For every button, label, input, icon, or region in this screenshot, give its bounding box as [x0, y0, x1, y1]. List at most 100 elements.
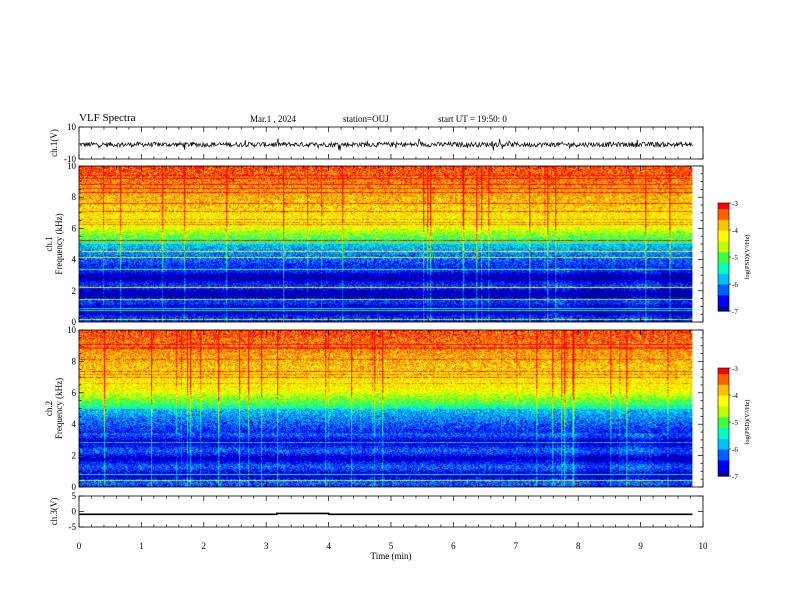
colorbar-cell	[718, 452, 729, 455]
colorbar-cell	[718, 420, 729, 423]
ch2-spectrogram-tick-label: 2	[72, 451, 77, 461]
colorbar-cell	[718, 260, 729, 263]
colorbar-cell	[718, 294, 729, 298]
colorbar-cell	[718, 425, 729, 428]
ch2-spectrogram-tick-label: 8	[72, 356, 77, 366]
ch1-waveform-tick-label: 10	[67, 122, 77, 132]
colorbar-cell	[718, 396, 729, 400]
ch1-spectrogram-image	[79, 166, 693, 322]
colorbar-cell	[718, 441, 729, 445]
colorbar-cell	[718, 228, 729, 231]
colorbar-cell	[718, 262, 729, 265]
colorbar-cell	[718, 267, 729, 271]
colorbar-cell	[718, 459, 729, 463]
colorbar-cell	[718, 416, 729, 419]
colorbar-cell	[718, 203, 729, 206]
colorbar-cell	[718, 395, 729, 398]
ch2-spectrogram-colorbar-tick-label: -4	[732, 392, 738, 400]
colorbar-cell	[718, 309, 729, 312]
ch1-waveform-ylabel-text: ch.1(V)	[49, 129, 59, 157]
ch1-spectrogram-tick-label: 2	[72, 286, 77, 296]
colorbar-cell	[718, 242, 729, 245]
colorbar-cell	[718, 264, 729, 267]
colorbar-cell	[718, 213, 729, 217]
colorbar-cell	[718, 224, 729, 227]
ch1-spectrogram-tick-label: 4	[72, 255, 77, 265]
colorbar-cell	[718, 280, 729, 283]
colorbar-cell	[718, 219, 729, 222]
ch2-spectrogram-colorbar-tick-label: -6	[732, 446, 738, 454]
colorbar-cell	[718, 276, 729, 280]
ch1-spectrogram-colorbar-tick-label: -5	[732, 254, 738, 262]
x-tick-label: 9	[638, 541, 643, 551]
colorbar-cell	[718, 378, 729, 382]
colorbar-cell	[718, 414, 729, 418]
x-tick-label: 5	[389, 541, 394, 551]
colorbar-cell	[718, 231, 729, 235]
colorbar-cell	[718, 463, 729, 466]
x-tick-label: 7	[514, 541, 519, 551]
x-axis-label: Time (min)	[371, 551, 412, 561]
colorbar-cell	[718, 400, 729, 403]
ch2-spectrogram-colorbar-label: log(PSD)(V²/Hz)	[744, 400, 751, 445]
ch3-trace-tick-label: -5	[69, 522, 77, 532]
colorbar-cell	[718, 212, 729, 215]
colorbar-cell	[718, 467, 729, 470]
colorbar-cell	[718, 258, 729, 262]
ch2-spectrogram-image	[79, 330, 693, 487]
colorbar-cell	[718, 465, 729, 468]
x-tick-label: 8	[576, 541, 581, 551]
colorbar-cell	[718, 307, 729, 310]
colorbar-cell	[718, 278, 729, 281]
colorbar-cell	[718, 456, 729, 459]
ch1-spectrogram-colorbar-tick-label: -6	[732, 281, 738, 289]
colorbar-cell	[718, 296, 729, 299]
colorbar-cell	[718, 204, 729, 208]
ch1-spectrogram-colorbar-tick-label: -3	[732, 200, 738, 208]
ch1-spectrogram-ylabel-text: Frequency (kHz)	[54, 213, 64, 274]
colorbar-cell	[718, 284, 729, 287]
colorbar-cell	[718, 369, 729, 373]
ch3-trace-ylabel-text: ch.3(V)	[49, 498, 59, 526]
colorbar-cell	[718, 404, 729, 407]
colorbar-cell	[718, 235, 729, 238]
colorbar-cell	[718, 398, 729, 401]
colorbar-cell	[718, 387, 729, 391]
colorbar-cell	[718, 240, 729, 244]
colorbar-cell	[718, 222, 729, 226]
ch2-spectrogram-tick-label: 10	[67, 325, 77, 335]
station-label: station=OUJ	[343, 114, 389, 124]
colorbar-cell	[718, 249, 729, 253]
ch2-spectrogram-tick-label: 6	[72, 388, 77, 398]
colorbar-cell	[718, 450, 729, 454]
x-tick-label: 6	[451, 541, 456, 551]
colorbar-cell	[718, 244, 729, 247]
colorbar-cell	[718, 298, 729, 301]
x-tick-label: 4	[326, 541, 331, 551]
ch1-spectrogram-colorbar-tick-label: -4	[732, 227, 738, 235]
colorbar-cell	[718, 405, 729, 409]
colorbar-cell	[718, 208, 729, 211]
colorbar-cell	[718, 266, 729, 269]
colorbar-cell	[718, 391, 729, 394]
start-time-label: start UT = 19:50: 0	[438, 114, 507, 124]
colorbar-cell	[718, 393, 729, 396]
colorbar-cell	[718, 221, 729, 224]
ch1-spectrogram-ylabel: ch.1 Frequency (kHz)	[44, 213, 64, 274]
ch1-waveform-ylabel: ch.1(V)	[49, 129, 59, 157]
colorbar-cell	[718, 271, 729, 274]
colorbar-cell	[718, 375, 729, 378]
ch1-spectrogram-colorbar-label: log(PSD)(V²/Hz)	[744, 235, 751, 280]
colorbar-cell	[718, 436, 729, 439]
colorbar-cell	[718, 468, 729, 472]
colorbar-cell	[718, 210, 729, 213]
ch1-spectrogram-colorbar-tick-label: -7	[732, 308, 738, 316]
x-tick-label: 2	[202, 541, 207, 551]
ch3-trace-ylabel: ch.3(V)	[49, 498, 59, 526]
colorbar-cell	[718, 443, 729, 446]
colorbar-cell	[718, 474, 729, 477]
colorbar-cell	[718, 384, 729, 387]
colorbar-cell	[718, 233, 729, 236]
colorbar-cell	[718, 217, 729, 220]
colorbar-cell	[718, 470, 729, 473]
